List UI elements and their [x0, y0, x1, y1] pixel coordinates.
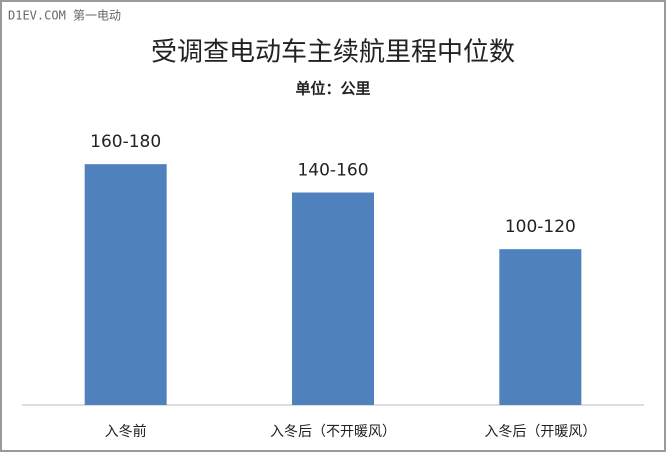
x-tick-label: 入冬后（开暖风） — [484, 424, 596, 440]
data-label: 100-120 — [505, 217, 576, 237]
bar — [499, 249, 582, 405]
bar — [84, 164, 167, 405]
x-tick-label: 入冬后（不开暖风） — [270, 424, 396, 440]
data-label: 160-180 — [90, 132, 161, 152]
chart-title: 受调查电动车主续航里程中位数 — [151, 38, 515, 68]
chart-subtitle: 单位：公里 — [295, 80, 370, 98]
watermark: D1EV.COM 第一电动 — [8, 9, 121, 23]
x-tick-label: 入冬前 — [105, 423, 147, 440]
bar — [292, 192, 374, 405]
data-label: 140-160 — [297, 161, 368, 181]
